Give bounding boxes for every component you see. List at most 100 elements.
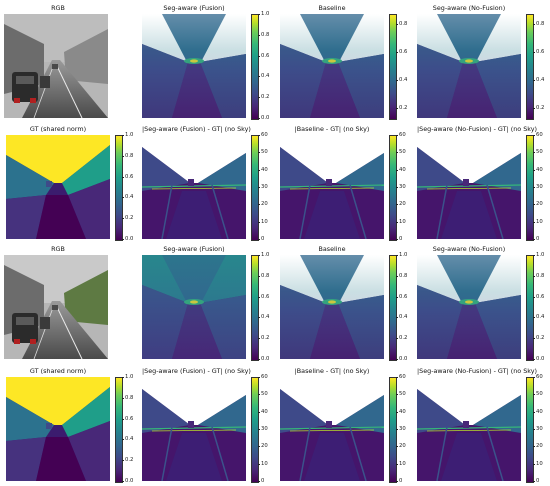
panel-image <box>417 14 521 118</box>
colorbar <box>526 135 534 241</box>
panel-title: Seg-aware (Fusion) <box>163 245 225 253</box>
colorbar-tick-label: 0.2 <box>532 335 545 342</box>
panel-gt: GT (shared norm) 1.0 0.8 0.6 0.4 0.2 0.0 <box>6 124 133 242</box>
colorbar-tick-label: 0.6 <box>532 293 545 300</box>
colorbar-tick-label: 30 <box>533 184 543 190</box>
colorbar-tick-label: 1.0 <box>395 252 408 258</box>
panel-title: RGB <box>51 245 65 253</box>
panel-title: Seg-aware (No-Fusion) <box>432 4 506 12</box>
colorbar-tick-label: 30 <box>533 426 543 432</box>
colorbar-tick-label: 0.6 <box>121 173 134 180</box>
colorbar-tick-label: 1.0 <box>121 132 134 138</box>
colorbar-tick-label: 1.0 <box>121 374 134 380</box>
colorbar-tick-label: 20 <box>258 443 268 450</box>
panel-title: Baseline <box>318 245 346 253</box>
colorbar-tick-label: 30 <box>258 184 268 190</box>
colorbar-tick-label: 0.6 <box>257 52 270 59</box>
panel-err: |Seg-aware (No-Fusion) - GT| (no Sky) 60… <box>417 366 543 484</box>
panel-title: |Seg-aware (No-Fusion) - GT| (no Sky) <box>417 367 538 375</box>
colorbar-tick-label: 10 <box>258 218 268 225</box>
colorbar-tick-label: 20 <box>396 443 406 450</box>
colorbar-tick-label: 0.0 <box>121 236 134 242</box>
colorbar-tick-label: 0.0 <box>257 356 270 362</box>
panel-image <box>142 377 246 481</box>
panel-rgb: RGB <box>4 244 112 363</box>
colorbar <box>389 135 397 241</box>
colorbar-tick-label: 0.8 <box>121 394 134 401</box>
colorbar <box>251 135 259 241</box>
colorbar-tick-label: 60 <box>396 132 406 138</box>
panel-title: Seg-aware (No-Fusion) <box>432 245 506 253</box>
panel-depth: Seg-aware (No-Fusion) 1.0 0.8 0.6 0.4 0.2 0.0 <box>417 244 544 362</box>
colorbar-tick-label: 0.2 <box>532 104 545 111</box>
panel-title: Baseline <box>318 4 346 12</box>
colorbar <box>251 377 259 483</box>
colorbar-tick-label: 0.2 <box>395 335 408 342</box>
colorbar-tick-label: 10 <box>533 218 543 225</box>
colorbar-tick-label: 0.4 <box>257 73 270 80</box>
colorbar <box>526 377 534 483</box>
colorbar-tick-label: 0 <box>532 236 540 242</box>
colorbar-tick-label: 60 <box>533 132 543 138</box>
colorbar-tick-label: 50 <box>258 149 268 156</box>
panel-title: GT (shared norm) <box>29 125 87 133</box>
colorbar <box>526 255 534 361</box>
colorbar-tick-label: 0 <box>395 236 403 242</box>
colorbar-tick-label: 10 <box>396 460 406 467</box>
colorbar-tick-label: 0.2 <box>395 104 408 111</box>
colorbar-tick-label: 0.8 <box>257 272 270 279</box>
panel-image <box>4 14 112 122</box>
colorbar <box>115 135 123 241</box>
panel-err: |Seg-aware (No-Fusion) - GT| (no Sky) 60… <box>417 124 543 242</box>
colorbar-tick-label: 0.6 <box>121 415 134 422</box>
panel-image <box>280 14 384 118</box>
colorbar-tick-label: 20 <box>396 201 406 208</box>
colorbar-tick-label: 0.6 <box>395 49 408 56</box>
colorbar-tick-label: 10 <box>533 460 543 467</box>
colorbar-tick-label: 30 <box>258 426 268 432</box>
panel-image <box>142 135 246 239</box>
colorbar <box>389 255 397 361</box>
colorbar <box>389 14 397 120</box>
colorbar-tick-label: 50 <box>396 391 406 398</box>
colorbar-tick-label: 0.2 <box>257 335 270 342</box>
panel-image <box>417 135 521 239</box>
panel-image <box>280 135 384 239</box>
colorbar-tick-label: 50 <box>258 391 268 398</box>
colorbar-tick-label: 0.4 <box>121 194 134 201</box>
colorbar-tick-label: 10 <box>396 218 406 225</box>
colorbar-tick-label: 0.8 <box>532 272 545 279</box>
colorbar-tick-label: 50 <box>533 391 543 398</box>
panel-title: |Baseline - GT| (no Sky) <box>294 367 370 375</box>
colorbar-tick-label: 0.2 <box>257 94 270 101</box>
panel-title: GT (shared norm) <box>29 367 87 375</box>
colorbar-tick-label: 0.6 <box>395 293 408 300</box>
panel-title: |Seg-aware (Fusion) - GT| (no Sky) <box>142 125 251 133</box>
panel-depth: Seg-aware (No-Fusion) 0.8 0.6 0.4 0.2 <box>417 3 544 121</box>
panel-image <box>280 255 384 359</box>
colorbar-tick-label: 20 <box>258 201 268 208</box>
colorbar-tick-label: 50 <box>396 149 406 156</box>
colorbar-tick-label: 0 <box>257 478 265 484</box>
panel-depth: Baseline 1.0 0.8 0.6 0.4 0.2 0.0 <box>280 244 407 362</box>
colorbar-tick-label: 30 <box>396 184 406 190</box>
panel-err: |Seg-aware (Fusion) - GT| (no Sky) 60 50 4… <box>142 124 268 242</box>
colorbar-tick-label: 0.4 <box>257 314 270 321</box>
colorbar-tick-label: 0.8 <box>532 21 545 28</box>
colorbar <box>251 14 259 120</box>
colorbar-tick-label: 0.4 <box>532 314 545 321</box>
colorbar-tick-label: 0.0 <box>121 478 134 484</box>
colorbar <box>389 377 397 483</box>
panel-depth: Baseline 0.8 0.6 0.4 0.2 <box>280 3 407 121</box>
colorbar-tick-label: 1.0 <box>532 252 545 258</box>
panel-err: |Baseline - GT| (no Sky) 60 50 40 30 20 10 0 <box>280 124 406 242</box>
panel-title: Seg-aware (Fusion) <box>163 4 225 12</box>
colorbar <box>115 377 123 483</box>
colorbar-tick-label: 40 <box>258 408 268 415</box>
colorbar-tick-label: 0.2 <box>121 215 134 222</box>
panel-image <box>142 14 246 118</box>
panel-title: |Baseline - GT| (no Sky) <box>294 125 370 133</box>
panel-image <box>4 255 112 363</box>
panel-title: |Seg-aware (Fusion) - GT| (no Sky) <box>142 367 251 375</box>
panel-image <box>417 377 521 481</box>
